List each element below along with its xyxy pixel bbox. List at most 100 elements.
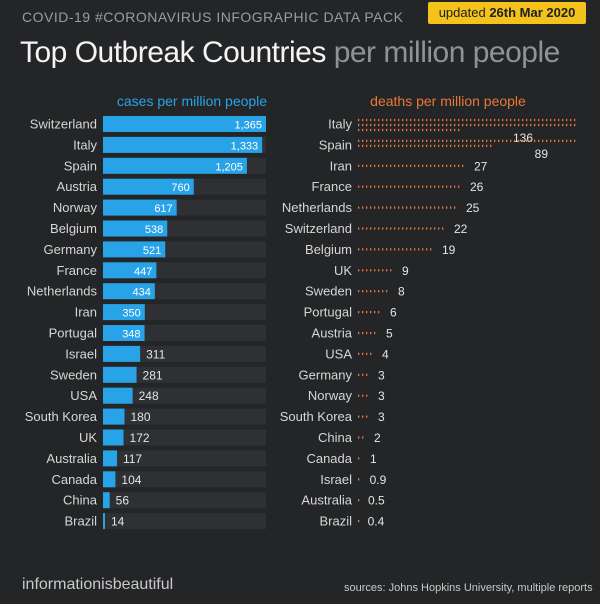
cases-category-label: Italy: [73, 137, 97, 152]
deaths-category-label: UK: [334, 263, 352, 278]
cases-category-label: Switzerland: [30, 117, 97, 132]
cases-value-label: 1,205: [215, 161, 243, 173]
cases-bar-track: [103, 450, 266, 467]
deaths-value-label: 0.9: [370, 473, 387, 487]
deaths-value-label: 22: [454, 222, 468, 236]
deaths-category-label: Norway: [308, 388, 353, 403]
deaths-category-label: Italy: [328, 117, 352, 132]
cases-bar: [103, 450, 117, 467]
cases-value-label: 117: [123, 452, 142, 466]
page-title: Top Outbreak Countries per million peopl…: [20, 36, 560, 70]
cases-bar: [103, 178, 194, 195]
deaths-value-label: 3: [378, 410, 385, 424]
cases-value-label: 311: [146, 347, 165, 361]
deaths-category-label: Netherlands: [282, 200, 353, 215]
cases-value-label: 447: [134, 266, 152, 278]
deaths-category-label: Germany: [299, 367, 353, 382]
deaths-category-label: Switzerland: [285, 221, 352, 236]
cases-bar: [103, 366, 137, 383]
deaths-value-label: 5: [386, 327, 393, 341]
cases-bar: [103, 325, 145, 341]
cases-value-label: 1,333: [231, 140, 259, 152]
cases-bar-track: [103, 429, 266, 446]
cases-category-label: Sweden: [50, 367, 97, 382]
cases-value-label: 172: [130, 431, 150, 445]
cases-bar-track: [103, 513, 266, 530]
cases-bar: [103, 116, 266, 132]
cases-bar: [103, 157, 247, 174]
cases-bar-track: [103, 408, 266, 425]
title-sub: per million people: [333, 36, 561, 69]
deaths-category-label: Iran: [330, 158, 352, 173]
cases-value-label: 1,365: [234, 120, 262, 132]
cases-bar: [103, 136, 263, 153]
deaths-category-label: Israel: [320, 472, 352, 487]
cases-bar: [103, 304, 145, 321]
cases-category-label: China: [63, 493, 98, 508]
deaths-category-label: Sweden: [305, 284, 352, 299]
cases-category-label: Australia: [46, 451, 97, 466]
cases-value-label: 348: [122, 329, 140, 341]
cases-category-label: Portugal: [49, 326, 98, 341]
cases-bar-track: [103, 366, 266, 383]
cases-bar-track: [103, 471, 266, 488]
deaths-category-label: China: [318, 430, 353, 445]
cases-category-label: Belgium: [50, 221, 97, 236]
deaths-category-label: USA: [325, 346, 352, 361]
deaths-value-label: 9: [402, 264, 409, 278]
deaths-category-label: Brazil: [319, 514, 352, 529]
deaths-value-label: 3: [378, 389, 385, 403]
cases-value-label: 281: [143, 368, 163, 382]
updated-prefix: updated: [438, 5, 486, 20]
deaths-category-label: Spain: [319, 137, 352, 152]
cases-value-label: 760: [171, 182, 189, 194]
cases-category-label: UK: [79, 430, 97, 445]
cases-bar: [103, 471, 116, 488]
cases-value-label: 350: [122, 308, 140, 320]
cases-category-label: Brazil: [64, 514, 97, 529]
updated-date: 26th Mar 2020: [489, 5, 576, 20]
cases-bar: [103, 513, 105, 530]
deaths-value-label: 0.5: [368, 494, 385, 508]
deaths-value-label: 2: [374, 431, 381, 445]
cases-value-label: 104: [121, 473, 141, 487]
deaths-value-label: 0.4: [368, 515, 385, 529]
cases-bar-track: [103, 387, 266, 404]
cases-value-label: 521: [143, 245, 161, 257]
cases-bar: [103, 262, 157, 279]
cases-value-label: 434: [132, 287, 150, 299]
cases-category-label: South Korea: [25, 409, 98, 424]
cases-category-label: Iran: [75, 305, 97, 320]
cases-category-label: France: [57, 263, 97, 278]
cases-bar-track: [103, 492, 266, 509]
deaths-value-label: 89: [535, 147, 549, 161]
cases-bar: [103, 345, 141, 362]
cases-bar: [103, 199, 177, 216]
cases-category-label: USA: [70, 388, 97, 403]
cases-bar: [103, 387, 133, 404]
cases-category-label: Israel: [65, 346, 97, 361]
deaths-value-label: 1: [370, 452, 377, 466]
cases-value-label: 248: [139, 389, 159, 403]
infographic-kicker: COVID-19 #CORONAVIRUS INFOGRAPHIC DATA P…: [22, 9, 404, 25]
deaths-value-label: 27: [474, 159, 488, 173]
deaths-category-label: Austria: [312, 326, 353, 341]
cases-bar: [103, 220, 168, 237]
cases-category-label: Norway: [53, 200, 98, 215]
cases-chart-title: cases per million people: [117, 93, 267, 109]
cases-bar-track: [103, 345, 266, 362]
deaths-value-label: 6: [390, 306, 397, 320]
cases-category-label: Austria: [57, 179, 98, 194]
cases-bar: [103, 408, 125, 425]
cases-bar: [103, 492, 110, 509]
deaths-category-label: South Korea: [280, 409, 353, 424]
cases-value-label: 14: [111, 515, 125, 529]
deaths-category-label: Canada: [306, 451, 352, 466]
cases-value-label: 538: [145, 224, 163, 236]
updated-badge: updated 26th Mar 2020: [428, 2, 586, 24]
deaths-category-label: Australia: [301, 493, 352, 508]
deaths-value-label: 3: [378, 368, 385, 382]
cases-category-label: Germany: [44, 242, 98, 257]
cases-bar: [103, 429, 124, 446]
